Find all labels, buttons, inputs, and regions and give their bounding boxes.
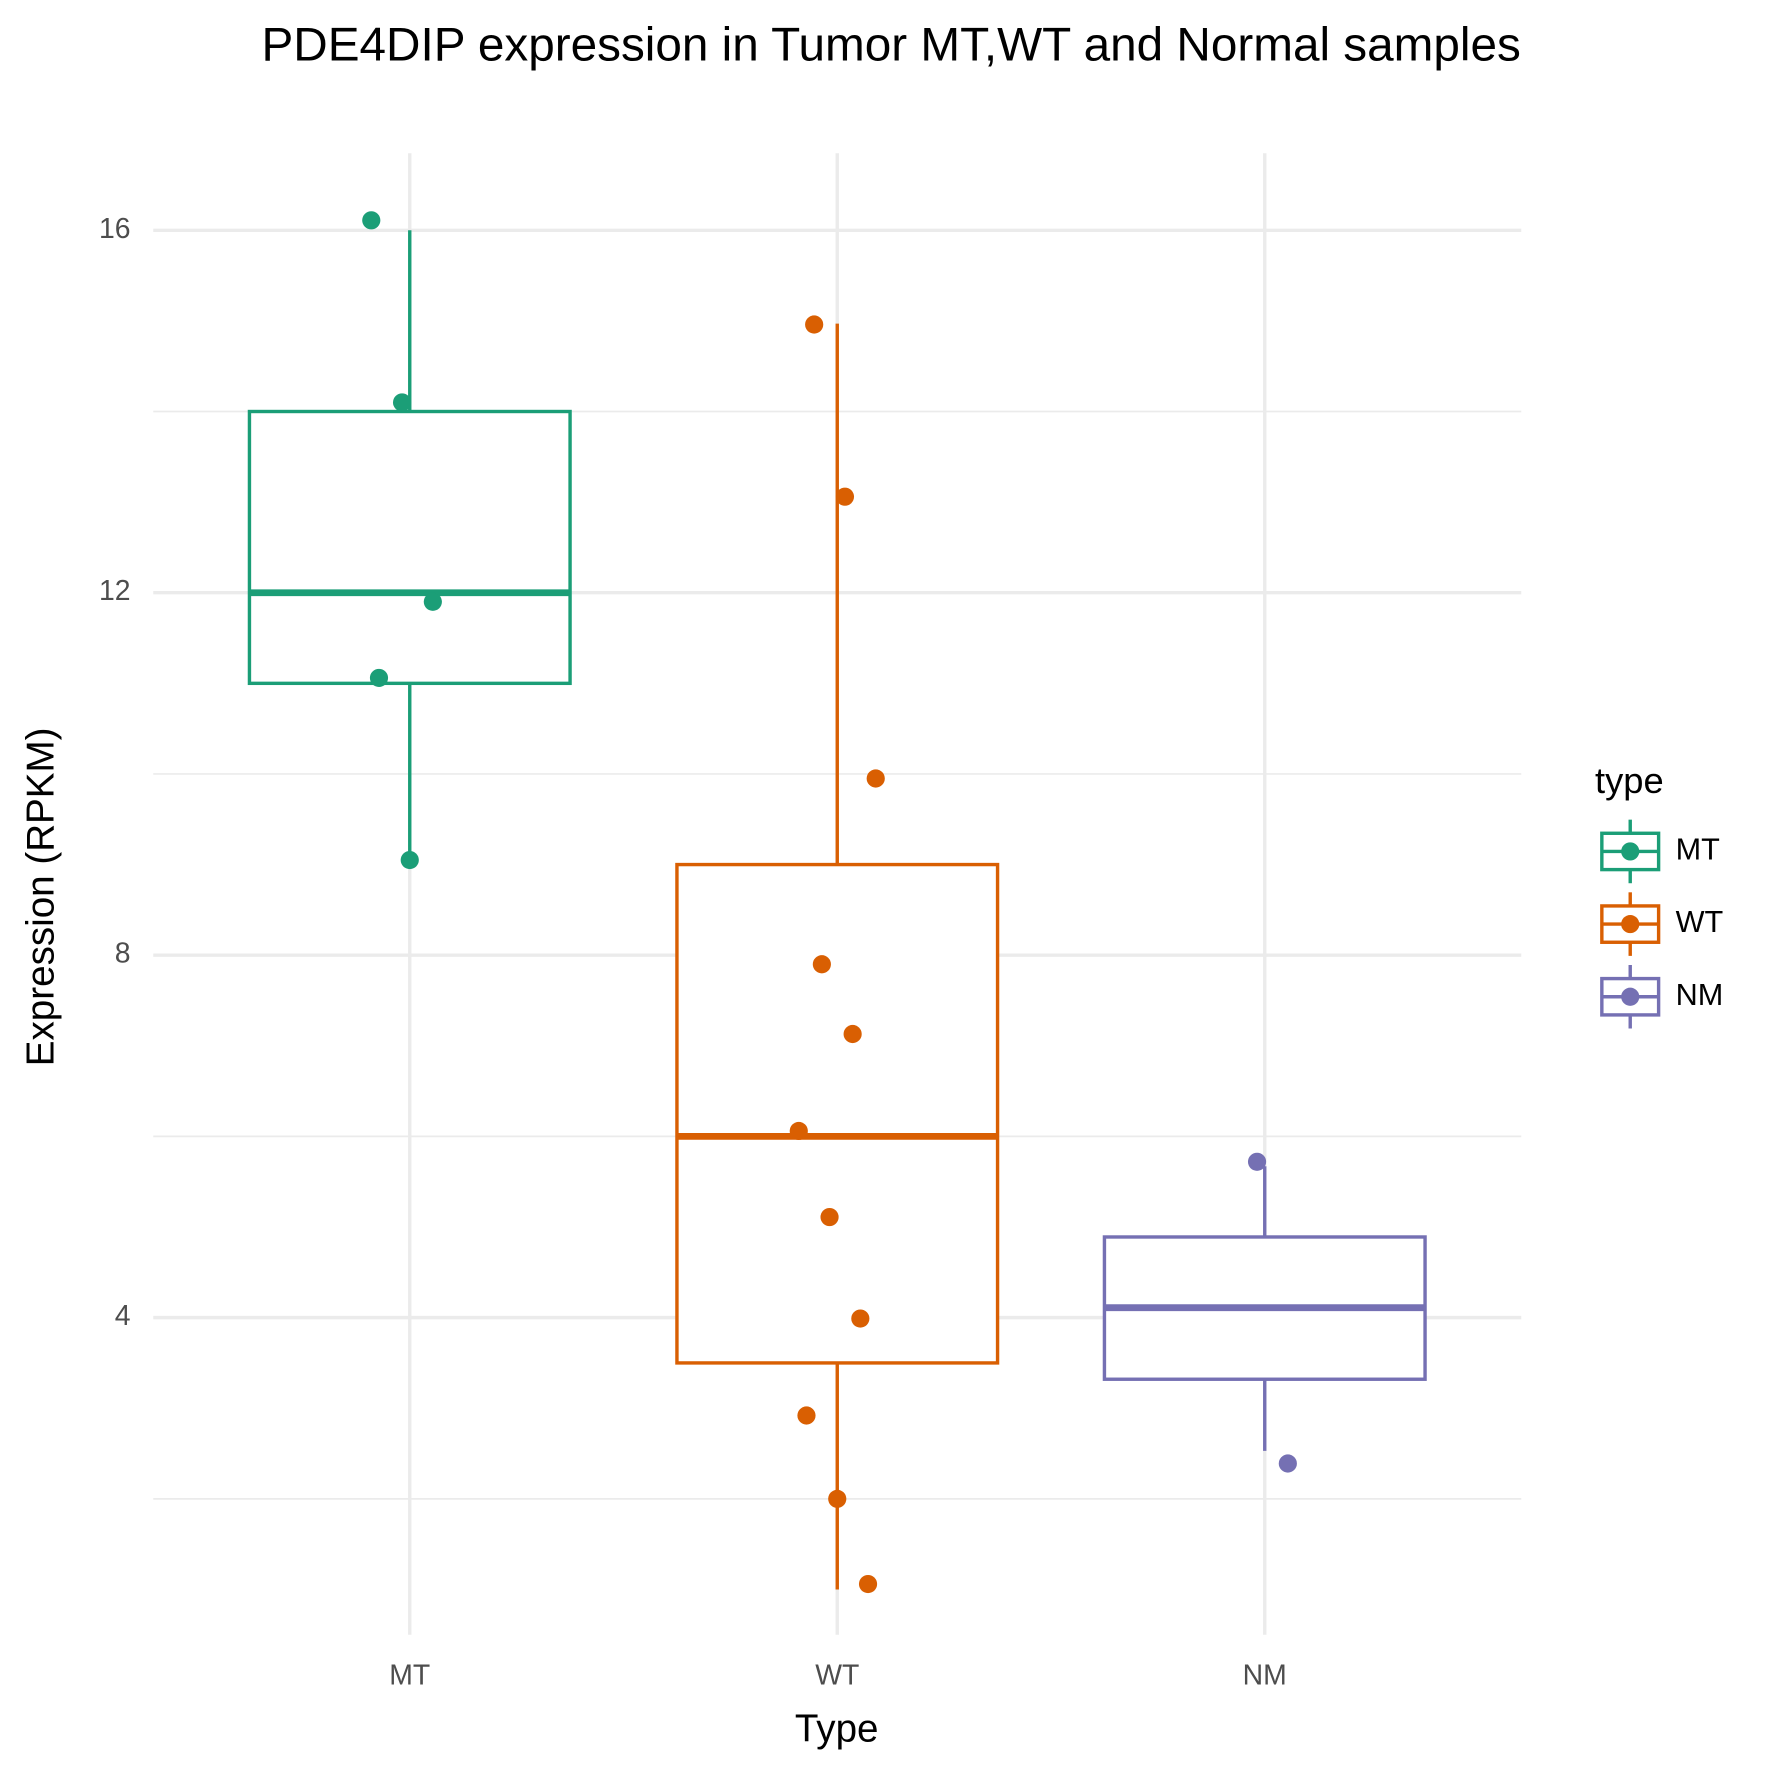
data-point xyxy=(851,1309,870,1328)
data-point xyxy=(1247,1152,1267,1171)
x-axis-label: Type xyxy=(795,1707,879,1750)
x-tick-label: NM xyxy=(1243,1659,1287,1691)
legend-point xyxy=(1621,987,1640,1006)
chart-title: PDE4DIP expression in Tumor MT,WT and No… xyxy=(262,18,1521,71)
x-tick-label: WT xyxy=(815,1659,859,1691)
data-point xyxy=(805,315,824,334)
legend-label: NM xyxy=(1676,978,1724,1012)
data-point xyxy=(866,769,885,788)
data-point xyxy=(392,393,412,412)
data-point xyxy=(423,592,442,611)
legend-label: WT xyxy=(1676,905,1724,939)
data-point xyxy=(858,1574,878,1594)
data-point xyxy=(362,211,381,230)
box xyxy=(247,409,572,686)
legend-title: type xyxy=(1595,760,1664,801)
legend-point xyxy=(1621,842,1640,861)
y-tick-label: 16 xyxy=(99,213,131,245)
legend-label: MT xyxy=(1676,833,1721,867)
y-tick-label: 4 xyxy=(115,1300,131,1332)
data-point xyxy=(369,668,389,687)
box xyxy=(675,862,1000,1365)
data-point xyxy=(797,1406,816,1425)
y-tick-label: 12 xyxy=(99,575,131,607)
x-tick-label: MT xyxy=(389,1659,430,1691)
data-point xyxy=(789,1121,808,1141)
y-tick-label: 8 xyxy=(115,938,131,970)
data-point xyxy=(843,1024,862,1044)
data-point xyxy=(812,955,831,974)
data-point xyxy=(835,487,855,506)
data-point xyxy=(400,850,419,870)
data-point xyxy=(828,1489,847,1508)
data-point xyxy=(1278,1454,1297,1473)
y-axis-label: Expression (RPKM) xyxy=(19,727,62,1066)
legend-point xyxy=(1621,915,1640,934)
data-point xyxy=(820,1207,839,1227)
